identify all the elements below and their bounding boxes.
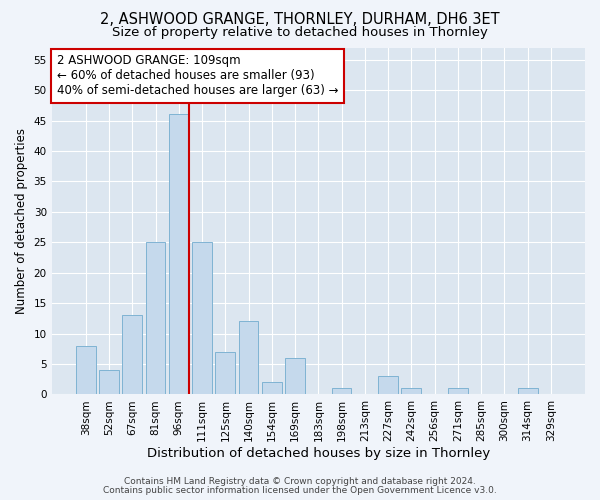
Bar [332, 388, 352, 394]
Bar [401, 388, 421, 394]
Bar [146, 242, 166, 394]
Bar [262, 382, 282, 394]
Bar [448, 388, 468, 394]
Bar [378, 376, 398, 394]
Text: 2, ASHWOOD GRANGE, THORNLEY, DURHAM, DH6 3ET: 2, ASHWOOD GRANGE, THORNLEY, DURHAM, DH6… [100, 12, 500, 28]
Bar [99, 370, 119, 394]
Bar [192, 242, 212, 394]
Bar [215, 352, 235, 395]
Bar [518, 388, 538, 394]
Bar [76, 346, 95, 395]
Y-axis label: Number of detached properties: Number of detached properties [15, 128, 28, 314]
Text: Size of property relative to detached houses in Thornley: Size of property relative to detached ho… [112, 26, 488, 39]
Bar [122, 316, 142, 394]
Bar [285, 358, 305, 395]
Text: Contains public sector information licensed under the Open Government Licence v3: Contains public sector information licen… [103, 486, 497, 495]
Bar [169, 114, 188, 394]
Text: Contains HM Land Registry data © Crown copyright and database right 2024.: Contains HM Land Registry data © Crown c… [124, 477, 476, 486]
Bar [239, 322, 259, 394]
X-axis label: Distribution of detached houses by size in Thornley: Distribution of detached houses by size … [147, 447, 490, 460]
Text: 2 ASHWOOD GRANGE: 109sqm
← 60% of detached houses are smaller (93)
40% of semi-d: 2 ASHWOOD GRANGE: 109sqm ← 60% of detach… [57, 54, 338, 98]
